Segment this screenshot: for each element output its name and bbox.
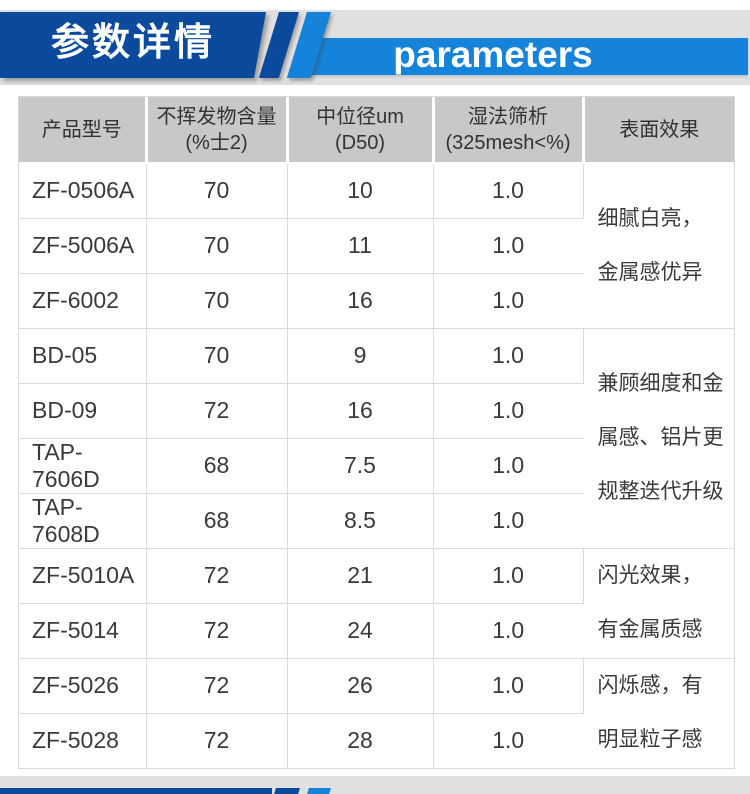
col-header-mesh: 湿法筛析 (325mesh<%) [433,97,585,164]
cell-nonvolatile: 70 [146,272,288,328]
col-header-nonvolatile: 不挥发物含量 (%士2) [146,97,289,164]
cell-model: ZF-0506A [19,162,147,218]
cell-model: ZF-5014 [19,602,147,658]
col-header-effect: 表面效果 [583,97,734,164]
cell-nonvolatile: 72 [146,547,288,603]
table-row: ZF-5028 72 28 1.0 [19,712,734,768]
cell-nonvolatile: 70 [146,162,288,218]
cell-d50: 24 [287,602,434,658]
cell-mesh: 1.0 [433,657,584,713]
cell-mesh: 1.0 [433,272,583,328]
cell-d50: 7.5 [287,437,434,493]
cell-nonvolatile: 72 [146,712,288,768]
table-row: ZF-0506A 70 10 1.0 细腻白亮， 金属感优异 [19,162,734,328]
cell-d50: 10 [287,162,434,218]
footer-next-section-bar [0,788,272,794]
cell-nonvolatile: 70 [146,217,288,273]
table-header-row: 产品型号 不挥发物含量 (%士2) 中位径um (D50) 湿法筛析 (325m… [19,97,734,164]
cell-model: TAP-7608D [19,492,147,548]
cell-mesh: 1.0 [433,382,583,438]
cell-mesh: 1.0 [433,327,584,383]
cell-mesh: 1.0 [433,602,583,658]
cell-d50: 8.5 [287,492,434,548]
col-header-d50: 中位径um (D50) [287,97,435,164]
table-row: BD-09 72 16 1.0 [19,382,734,438]
table-row: ZF-5014 72 24 1.0 [19,602,734,658]
cell-nonvolatile: 70 [146,327,288,383]
cell-model: ZF-5010A [19,547,147,603]
cell-mesh: 1.0 [433,712,583,768]
col-header-model: 产品型号 [19,97,148,164]
cell-model: ZF-5028 [19,712,147,768]
cell-nonvolatile: 72 [146,657,288,713]
table-row: ZF-5026 72 26 1.0 闪烁感，有 明显粒子感 [19,657,734,768]
parameters-table-container: 产品型号 不挥发物含量 (%士2) 中位径um (D50) 湿法筛析 (325m… [18,96,735,769]
cell-nonvolatile: 72 [146,382,288,438]
table-row: ZF-5010A 72 21 1.0 闪光效果， 有金属质感 [19,547,734,658]
cell-model: ZF-5026 [19,657,147,713]
table-row: TAP-7606D 68 7.5 1.0 [19,437,734,493]
table-row: BD-05 70 9 1.0 兼顾细度和金 属感、铝片更 规整迭代升级 [19,327,734,548]
cell-mesh: 1.0 [433,492,583,548]
cell-surface-effect: 闪光效果， 有金属质感 [583,547,734,658]
cell-d50: 16 [287,272,434,328]
cell-d50: 16 [287,382,434,438]
cell-model: BD-05 [19,327,147,383]
cell-surface-effect: 闪烁感，有 明显粒子感 [583,657,734,768]
parameters-table: 产品型号 不挥发物含量 (%士2) 中位径um (D50) 湿法筛析 (325m… [19,97,734,768]
cell-nonvolatile: 68 [146,492,288,548]
cell-model: ZF-6002 [19,272,147,328]
table-row: ZF-6002 70 16 1.0 [19,272,734,328]
cell-model: ZF-5006A [19,217,147,273]
cell-nonvolatile: 68 [146,437,288,493]
cell-d50: 21 [287,547,434,603]
page-title: 参数详情 [50,22,215,64]
table-row: TAP-7608D 68 8.5 1.0 [19,492,734,548]
cell-d50: 26 [287,657,434,713]
cell-d50: 28 [287,712,434,768]
cell-surface-effect: 细腻白亮， 金属感优异 [583,162,734,328]
cell-surface-effect: 兼顾细度和金 属感、铝片更 规整迭代升级 [583,327,734,548]
header-english-title: parameters [393,34,593,75]
cell-mesh: 1.0 [433,437,583,493]
cell-mesh: 1.0 [433,162,584,218]
cell-model: BD-09 [19,382,147,438]
header-title-box: 参数详情 [0,12,266,78]
cell-d50: 11 [287,217,434,273]
cell-d50: 9 [287,327,434,383]
cell-mesh: 1.0 [433,547,584,603]
cell-mesh: 1.0 [433,217,583,273]
cell-model: TAP-7606D [19,437,147,493]
footer-slash-light [305,788,331,794]
footer-slash-dark [272,788,300,794]
table-row: ZF-5006A 70 11 1.0 [19,217,734,273]
cell-nonvolatile: 72 [146,602,288,658]
header-english-bar: parameters [300,34,748,75]
